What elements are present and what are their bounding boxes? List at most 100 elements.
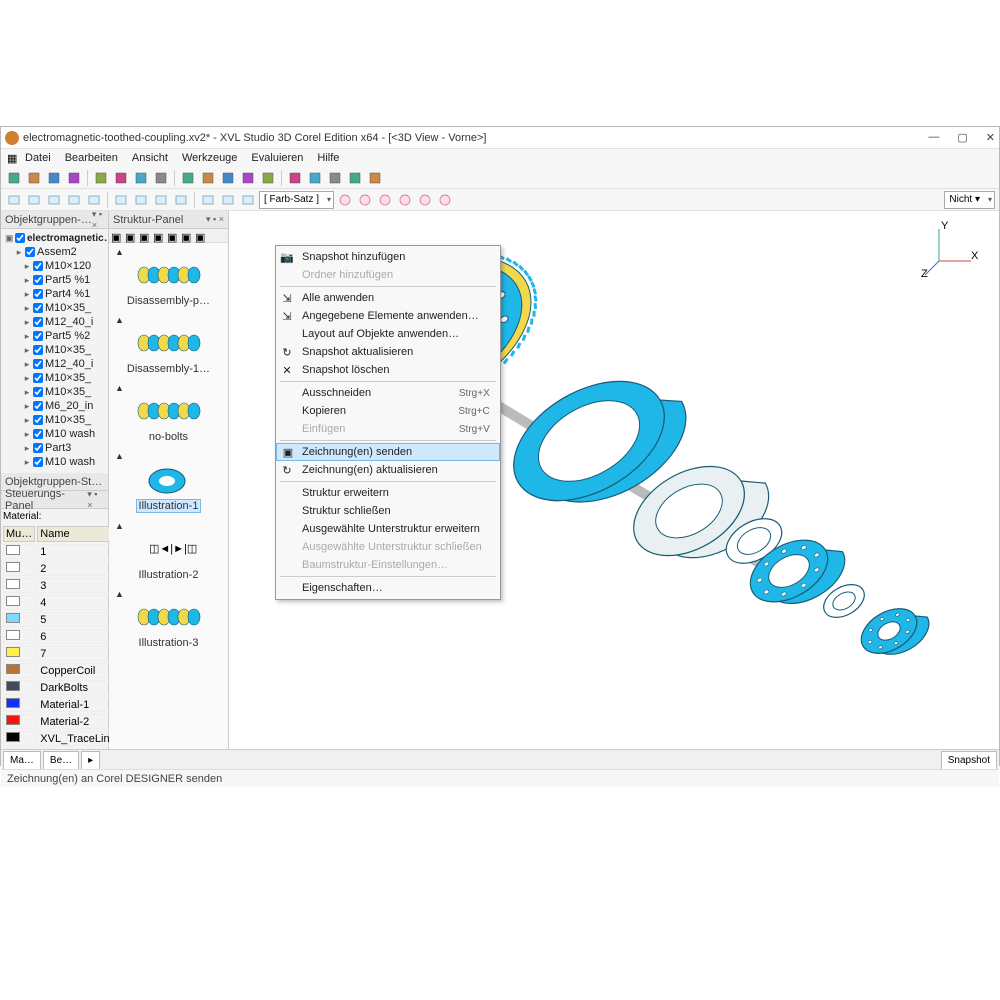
toolbar-btn-14[interactable]	[306, 169, 324, 187]
mat-col-name[interactable]: Name	[37, 526, 118, 542]
material-row[interactable]: 3	[3, 578, 119, 593]
ctx-item[interactable]: 📷Snapshot hinzufügen	[276, 248, 500, 266]
ctx-item[interactable]: ✕Snapshot löschen	[276, 361, 500, 379]
tree-item[interactable]: ▸M10 wash	[3, 427, 106, 441]
menu-werkzeuge[interactable]: Werkzeuge	[176, 151, 243, 165]
ctx-item[interactable]: ▣Zeichnung(en) senden	[276, 443, 500, 461]
material-row[interactable]: 7	[3, 646, 119, 661]
toolbar2-btn-6[interactable]	[132, 191, 150, 209]
toolbar2-btn-r0[interactable]	[336, 191, 354, 209]
tree-item[interactable]: ▸M10 wash	[3, 455, 106, 469]
tree-item[interactable]: ▸Part5 %1	[3, 273, 106, 287]
tree-item[interactable]: ▸M12_40_i	[3, 315, 106, 329]
toolbar-btn-13[interactable]	[286, 169, 304, 187]
toolbar2-btn-10[interactable]	[219, 191, 237, 209]
toolbar2-btn-r1[interactable]	[356, 191, 374, 209]
toolbar-btn-0[interactable]	[5, 169, 23, 187]
ctx-item[interactable]: Struktur erweitern	[276, 484, 500, 502]
toolbar2-btn-11[interactable]	[239, 191, 257, 209]
toolbar-btn-1[interactable]	[25, 169, 43, 187]
ctx-item[interactable]: Struktur schließen	[276, 502, 500, 520]
toolbar-btn-8[interactable]	[179, 169, 197, 187]
snapshot-item[interactable]: ▲Illustration-3	[109, 585, 228, 653]
toolbar-btn-11[interactable]	[239, 169, 257, 187]
material-row[interactable]: 5	[3, 612, 119, 627]
struktur-controls[interactable]: ▾ ▪ ×	[206, 214, 224, 225]
toolbar2-btn-5[interactable]	[112, 191, 130, 209]
minimize-button[interactable]: —	[928, 131, 939, 144]
tree-item[interactable]: ▸M6_20_in	[3, 399, 106, 413]
ctx-item[interactable]: ⇲Alle anwenden	[276, 289, 500, 307]
tree-item[interactable]: ▸M12_40_i	[3, 357, 106, 371]
tree-item[interactable]: ▸M10×35_	[3, 413, 106, 427]
tree-item[interactable]: ▸M10×35_	[3, 301, 106, 315]
menu-bearbeiten[interactable]: Bearbeiten	[59, 151, 124, 165]
close-button[interactable]: ✕	[986, 131, 995, 144]
tree-item[interactable]: ▸Part4 %1	[3, 287, 106, 301]
toolbar-btn-2[interactable]	[45, 169, 63, 187]
panel-controls-2[interactable]: ▾ ▪ ×	[87, 489, 104, 510]
tree-item[interactable]: ▸M10×120	[3, 259, 106, 273]
objgroup-tab[interactable]: Objektgruppen-St…	[5, 476, 102, 488]
snapshot-list[interactable]: ▲Disassembly-p…▲Disassembly-1…▲no-bolts ▲…	[109, 243, 228, 653]
tab-snapshot[interactable]: Snapshot	[941, 751, 997, 769]
toolbar-btn-17[interactable]	[366, 169, 384, 187]
tab-ma[interactable]: Ma…	[3, 751, 41, 769]
toolbar2-btn-9[interactable]	[199, 191, 217, 209]
snapshot-item[interactable]: ▲no-bolts	[109, 379, 228, 447]
toolbar-btn-6[interactable]	[132, 169, 150, 187]
toolbar-btn-15[interactable]	[326, 169, 344, 187]
toolbar-btn-16[interactable]	[346, 169, 364, 187]
ctx-item[interactable]: Layout auf Objekte anwenden…	[276, 325, 500, 343]
toolbar-btn-4[interactable]	[92, 169, 110, 187]
snapshot-item[interactable]: ▲◫◄|►|◫Illustration-2	[109, 517, 228, 585]
toolbar2-btn-1[interactable]	[25, 191, 43, 209]
material-row[interactable]: 6	[3, 629, 119, 644]
toolbar-btn-3[interactable]	[65, 169, 83, 187]
toolbar2-btn-8[interactable]	[172, 191, 190, 209]
snapshot-item[interactable]: ▲Disassembly-p…	[109, 243, 228, 311]
menu-datei[interactable]: Datei	[19, 151, 57, 165]
toolbar2-btn-3[interactable]	[65, 191, 83, 209]
toolbar-btn-9[interactable]	[199, 169, 217, 187]
tree-item[interactable]: ▸M10×35_	[3, 371, 106, 385]
maximize-button[interactable]: ▢	[957, 131, 967, 144]
menu-ansicht[interactable]: Ansicht	[126, 151, 174, 165]
toolbar2-btn-4[interactable]	[85, 191, 103, 209]
snapshot-item[interactable]: ▲Disassembly-1…	[109, 311, 228, 379]
ctx-item[interactable]: KopierenStrg+C	[276, 402, 500, 420]
ctx-item[interactable]: AusschneidenStrg+X	[276, 384, 500, 402]
material-row[interactable]: DarkBolts	[3, 680, 119, 695]
tree-item[interactable]: ▸Part5 %2	[3, 329, 106, 343]
ctx-item[interactable]: Eigenschaften…	[276, 579, 500, 597]
toolbar-btn-10[interactable]	[219, 169, 237, 187]
mat-col-mu[interactable]: Mu…	[3, 526, 35, 542]
toolbar2-btn-r4[interactable]	[416, 191, 434, 209]
material-row[interactable]: XVL_TraceLine	[3, 731, 119, 746]
right-dropdown[interactable]: Nicht ▾	[944, 191, 995, 209]
struktur-toolbar[interactable]: ▣▣▣▣▣▣▣	[109, 229, 228, 243]
toolbar2-btn-r2[interactable]	[376, 191, 394, 209]
tab-be[interactable]: Be…	[43, 751, 79, 769]
ctx-item[interactable]: Ausgewählte Unterstruktur erweitern	[276, 520, 500, 538]
toolbar-btn-5[interactable]	[112, 169, 130, 187]
ctx-item[interactable]: ⇲Angegebene Elemente anwenden…	[276, 307, 500, 325]
ctx-item[interactable]: ↻Snapshot aktualisieren	[276, 343, 500, 361]
material-row[interactable]: 1	[3, 544, 119, 559]
tab-more[interactable]: ▸	[81, 751, 100, 769]
tree-item[interactable]: ▸Assem2	[3, 245, 106, 259]
assembly-tree[interactable]: ▣electromagnetic…▸Assem2▸M10×120▸Part5 %…	[1, 229, 108, 471]
toolbar-btn-12[interactable]	[259, 169, 277, 187]
tree-item[interactable]: ▸Part3	[3, 441, 106, 455]
material-row[interactable]: Material-1	[3, 697, 119, 712]
menu-evaluieren[interactable]: Evaluieren	[245, 151, 309, 165]
tree-item[interactable]: ▸M10×35_	[3, 385, 106, 399]
material-table[interactable]: Mu… Name 1234567CopperCoilDarkBoltsMater…	[1, 524, 121, 748]
menu-hilfe[interactable]: Hilfe	[311, 151, 345, 165]
material-row[interactable]: 2	[3, 561, 119, 576]
toolbar2-btn-r5[interactable]	[436, 191, 454, 209]
toolbar2-btn-r3[interactable]	[396, 191, 414, 209]
panel-controls[interactable]: ▾ ▪ ×	[92, 209, 104, 230]
material-row[interactable]: 4	[3, 595, 119, 610]
toolbar2-btn-2[interactable]	[45, 191, 63, 209]
